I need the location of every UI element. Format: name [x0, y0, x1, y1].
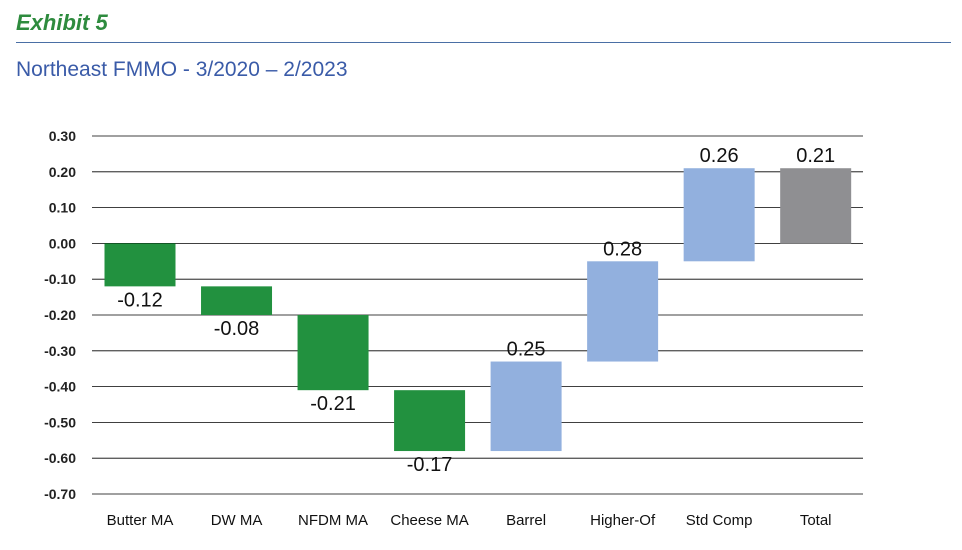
x-category-label: Cheese MA: [390, 512, 468, 529]
y-tick-label: 0.10: [49, 200, 76, 216]
data-label: 0.25: [507, 339, 546, 361]
data-label: -0.08: [214, 318, 260, 340]
bar-std-comp: [683, 168, 755, 262]
data-label: -0.12: [117, 289, 163, 311]
x-category-label: Butter MA: [107, 512, 174, 529]
bar-butter-ma: [104, 243, 176, 287]
y-tick-label: -0.50: [44, 414, 76, 430]
x-category-label: Higher-Of: [590, 512, 656, 529]
bar-dw-ma: [201, 286, 273, 315]
chart-title: Northeast FMMO - 3/2020 – 2/2023: [16, 58, 348, 81]
x-category-label: Std Comp: [686, 512, 753, 529]
x-category-label: Total: [800, 512, 832, 529]
y-tick-label: 0.20: [49, 164, 76, 180]
bar-barrel: [490, 361, 562, 452]
y-tick-label: -0.10: [44, 271, 76, 287]
bar-nfdm-ma: [297, 315, 369, 391]
bar-higher-of: [587, 261, 659, 362]
data-label: 0.28: [603, 238, 642, 260]
data-label: -0.21: [310, 393, 356, 415]
y-tick-label: -0.30: [44, 343, 76, 359]
x-category-label: DW MA: [211, 512, 263, 529]
data-label: 0.21: [796, 145, 835, 167]
data-label: -0.17: [407, 454, 453, 476]
data-label: 0.26: [700, 145, 739, 167]
y-tick-label: -0.40: [44, 379, 76, 395]
x-category-label: NFDM MA: [298, 512, 368, 529]
header-divider: [16, 42, 951, 43]
y-tick-label: 0.30: [49, 128, 76, 144]
x-category-label: Barrel: [506, 512, 546, 529]
y-tick-label: -0.70: [44, 486, 76, 502]
exhibit-label: Exhibit 5: [16, 10, 108, 35]
bar-cheese-ma: [394, 390, 466, 452]
y-tick-label: -0.60: [44, 450, 76, 466]
y-tick-label: 0.00: [49, 235, 76, 251]
y-tick-label: -0.20: [44, 307, 76, 323]
bar-total: [780, 168, 852, 244]
